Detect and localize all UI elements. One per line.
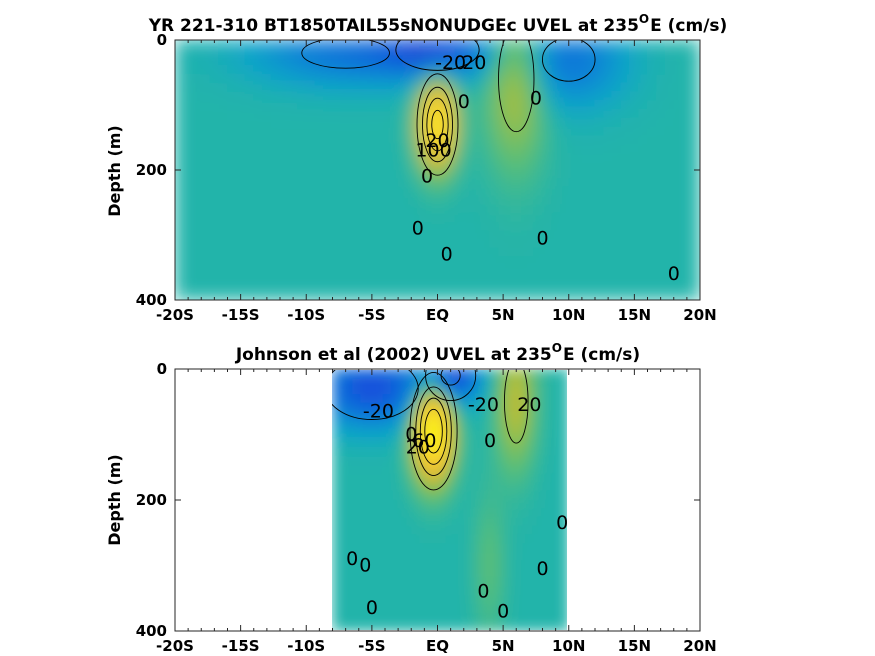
- contour-label: 0: [536, 558, 548, 580]
- contour-label: 0: [484, 430, 496, 452]
- contour-line: [440, 370, 461, 386]
- contour-label: 20: [462, 52, 486, 74]
- panel-top: YR 221-310 BT1850TAIL55sNONUDGEc UVEL at…: [105, 12, 727, 324]
- y-tick-label: 400: [136, 291, 167, 309]
- contour-label: -20: [435, 52, 466, 74]
- y-tick-label: 400: [136, 622, 167, 640]
- panel-bottom-ylabel: Depth (m): [105, 454, 124, 546]
- contour-label: -20: [363, 401, 394, 423]
- panel-top-contours: [301, 40, 596, 176]
- contour-label: 0: [477, 581, 489, 603]
- x-tick-label: -10S: [287, 637, 325, 655]
- contour-label: 60: [412, 430, 436, 452]
- contour-line: [332, 370, 419, 420]
- contour-label: -20: [468, 394, 499, 416]
- x-tick-label: 10N: [552, 637, 585, 655]
- panel-top-field: [175, 40, 700, 300]
- contour-label: 20: [406, 437, 430, 459]
- x-tick-label: EQ: [426, 306, 449, 324]
- x-tick-label: -15S: [222, 306, 260, 324]
- contour-label: 0: [359, 555, 371, 577]
- panel-top-ylabel: Depth (m): [105, 125, 124, 217]
- x-tick-label: EQ: [426, 637, 449, 655]
- contour-line: [425, 370, 477, 402]
- panel-bottom-y-tick-labels: 0 200 400: [136, 360, 167, 640]
- x-tick-label: 5N: [492, 306, 515, 324]
- contour-line: [542, 40, 596, 82]
- x-tick-label: 20N: [683, 637, 716, 655]
- x-tick-label: 15N: [618, 637, 651, 655]
- x-tick-label: 20N: [683, 306, 716, 324]
- panel-top-y-tick-labels: 0 200 400: [136, 31, 167, 309]
- contour-line: [409, 372, 458, 491]
- contour-label: 0: [441, 244, 453, 266]
- x-tick-label: -10S: [287, 306, 325, 324]
- y-tick-label: 200: [136, 491, 167, 509]
- contour-line: [422, 86, 453, 163]
- panel-bottom-field: [332, 370, 567, 630]
- x-tick-label: -15S: [222, 637, 260, 655]
- contour-label: 0: [497, 600, 509, 622]
- panel-bottom-ticks: [174, 368, 701, 632]
- contour-line: [426, 97, 449, 152]
- contour-line: [301, 40, 390, 69]
- y-tick-label: 0: [157, 31, 167, 49]
- contour-label: 0: [405, 424, 417, 446]
- contour-label: 100: [415, 140, 451, 162]
- contour-line: [424, 408, 443, 454]
- x-tick-label: -20S: [156, 637, 194, 655]
- x-tick-label: 5N: [492, 637, 515, 655]
- x-tick-label: -5S: [358, 637, 385, 655]
- contour-line: [503, 370, 529, 444]
- contour-line: [419, 397, 448, 465]
- contour-label: 0: [668, 263, 680, 285]
- contour-label: 0: [530, 88, 542, 110]
- x-tick-label: -5S: [358, 306, 385, 324]
- panel-top-x-tick-labels: -20S -15S -10S -5S EQ 5N 10N 15N 20N: [156, 306, 717, 324]
- x-tick-label: 15N: [618, 306, 651, 324]
- panel-bottom-contours: [332, 370, 529, 491]
- panel-bottom-title: Johnson et al (2002) UVEL at 235OE (cm/s…: [235, 341, 640, 365]
- y-tick-label: 0: [157, 360, 167, 378]
- contour-label: 0: [366, 597, 378, 619]
- contour-label: 0: [346, 548, 358, 570]
- contour-label: 0: [421, 166, 433, 188]
- x-tick-label: -20S: [156, 306, 194, 324]
- contour-line: [498, 40, 535, 133]
- contour-line: [395, 40, 480, 71]
- contour-label: 0: [556, 512, 568, 534]
- x-tick-label: 10N: [552, 306, 585, 324]
- contour-line: [415, 386, 452, 477]
- contour-label: 20: [425, 130, 449, 152]
- contour-line: [431, 109, 444, 140]
- contour-label: 20: [517, 394, 541, 416]
- contour-label: 0: [412, 218, 424, 240]
- contour-label: 0: [536, 227, 548, 249]
- contour-label: 0: [458, 91, 470, 113]
- y-tick-label: 200: [136, 161, 167, 179]
- contour-line: [416, 73, 459, 176]
- panel-top-ticks: [174, 39, 701, 301]
- panel-top-title: YR 221-310 BT1850TAIL55sNONUDGEc UVEL at…: [148, 12, 728, 36]
- panel-bottom-x-tick-labels: -20S -15S -10S -5S EQ 5N 10N 15N 20N: [156, 637, 717, 655]
- panel-bottom: Johnson et al (2002) UVEL at 235OE (cm/s…: [105, 341, 717, 655]
